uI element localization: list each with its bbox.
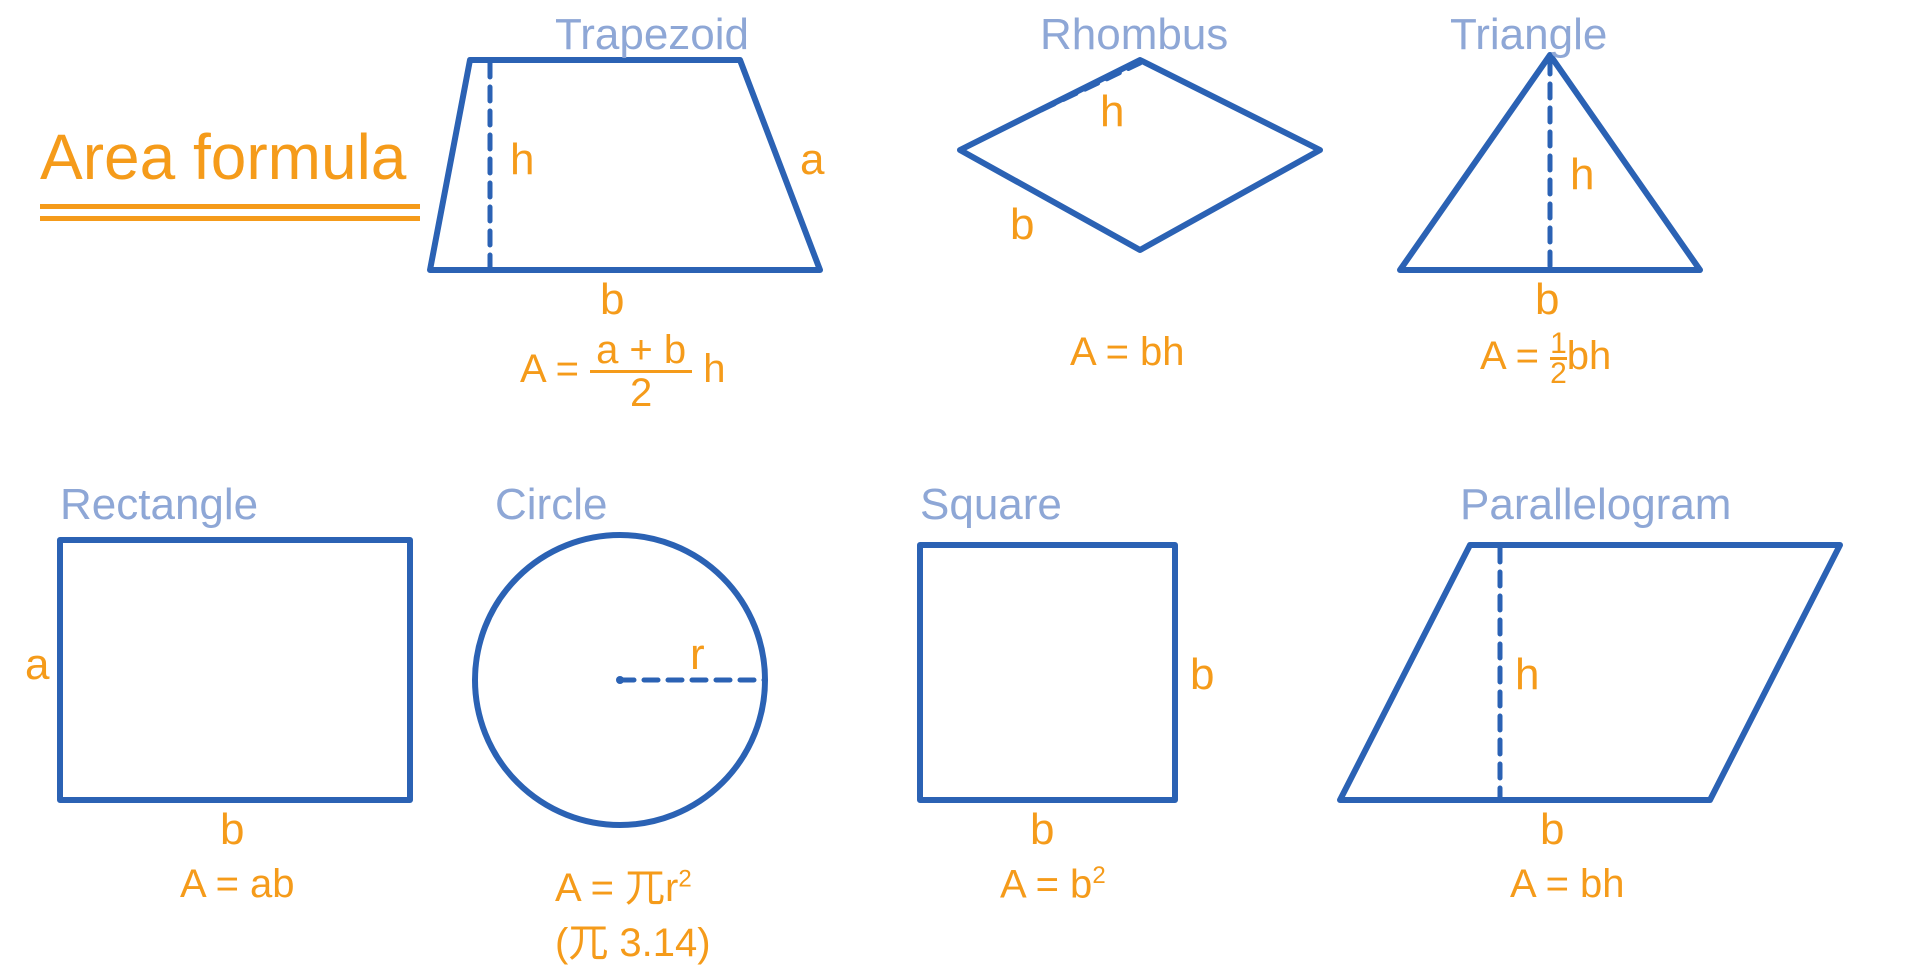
triangle-b-label: b <box>1535 275 1559 325</box>
trapezoid-h-label: h <box>510 135 534 185</box>
rhombus-h-label: h <box>1100 87 1124 137</box>
rectangle-formula: A = ab <box>180 862 295 907</box>
trapezoid-b-label: b <box>600 275 624 325</box>
circle-title: Circle <box>495 480 607 530</box>
square-title: Square <box>920 480 1062 530</box>
rectangle-shape <box>60 540 410 800</box>
parallelogram-b-label: b <box>1540 805 1564 855</box>
rhombus-title: Rhombus <box>1040 10 1228 60</box>
square-shape <box>920 545 1175 800</box>
square-b-side-label: b <box>1190 650 1214 700</box>
circle-pi-note: (兀 3.14) <box>555 910 711 968</box>
rectangle-b-label: b <box>220 805 244 855</box>
triangle-title: Triangle <box>1450 10 1607 60</box>
rhombus-b-label: b <box>1010 200 1034 250</box>
triangle-formula: A = 12bh <box>1480 330 1611 387</box>
square-b-bottom-label: b <box>1030 805 1054 855</box>
parallelogram-title: Parallelogram <box>1460 480 1731 530</box>
trapezoid-a-label: a <box>800 135 824 185</box>
parallelogram-h-label: h <box>1515 650 1539 700</box>
rhombus-formula: A = bh <box>1070 330 1185 375</box>
trapezoid-title: Trapezoid <box>555 10 749 60</box>
triangle-h-label: h <box>1570 150 1594 200</box>
trapezoid-formula: A = a + b2 h <box>520 330 726 413</box>
parallelogram-formula: A = bh <box>1510 862 1625 907</box>
square-formula: A = b2 <box>1000 862 1106 907</box>
circle-center-dot <box>616 676 624 684</box>
parallelogram-shape <box>1340 545 1840 800</box>
circle-r-label: r <box>690 630 705 680</box>
rectangle-a-label: a <box>25 640 49 690</box>
rectangle-title: Rectangle <box>60 480 258 530</box>
circle-formula: A = 兀r2 <box>555 855 692 913</box>
